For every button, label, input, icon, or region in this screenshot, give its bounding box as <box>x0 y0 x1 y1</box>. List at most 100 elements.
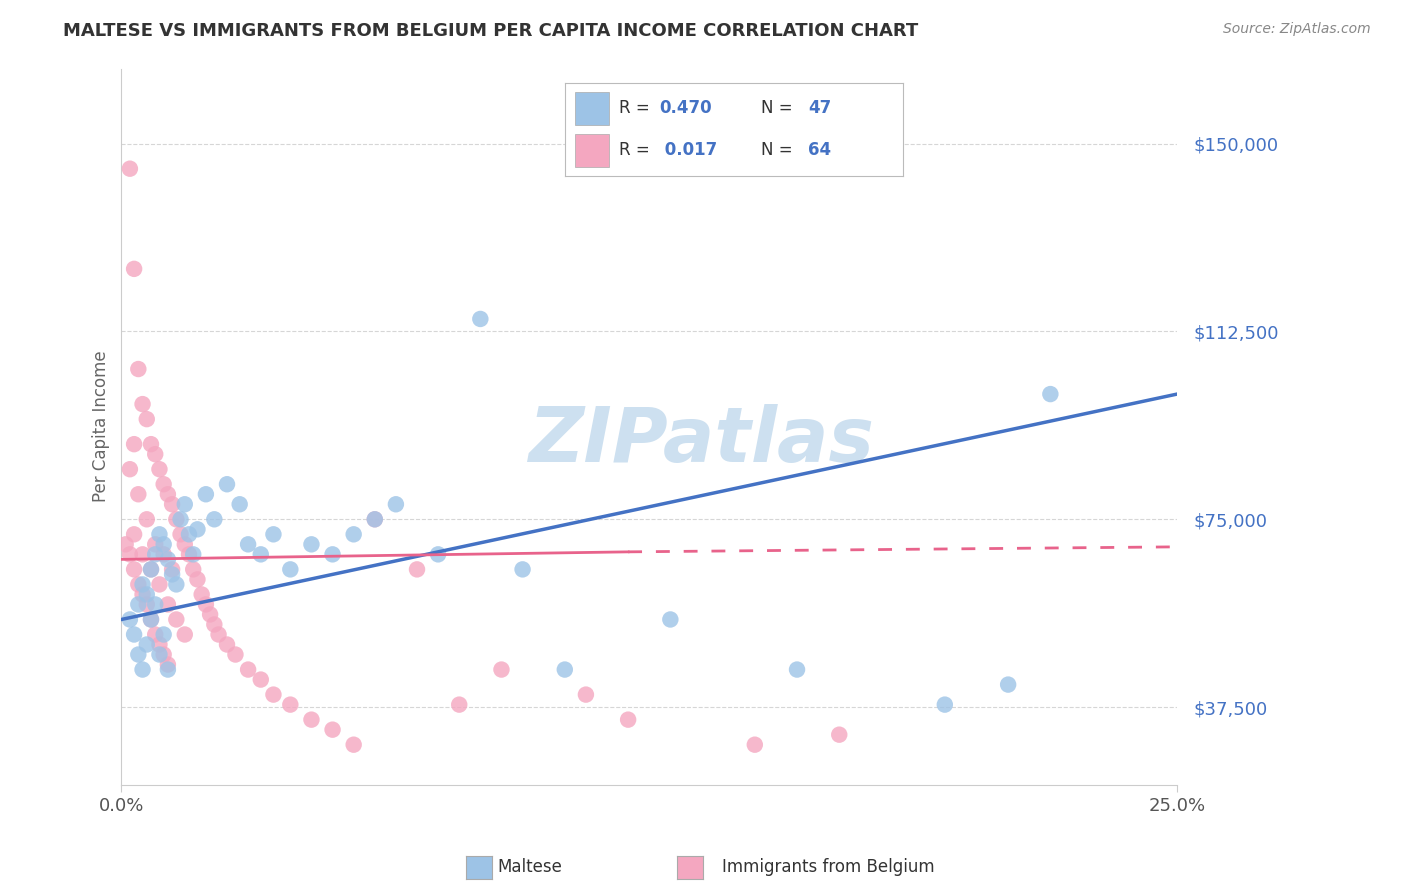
Point <box>139 562 162 576</box>
Point <box>173 627 195 641</box>
Point <box>207 627 229 641</box>
Point <box>148 462 170 476</box>
Point <box>224 648 246 662</box>
Point <box>152 477 174 491</box>
Point <box>131 547 153 561</box>
Point <box>617 713 640 727</box>
Point <box>122 562 145 576</box>
Point <box>127 577 149 591</box>
Y-axis label: Per Capita Income: Per Capita Income <box>93 351 110 502</box>
Point <box>131 397 153 411</box>
Point <box>156 487 179 501</box>
Point <box>143 627 166 641</box>
Point <box>122 527 145 541</box>
Point <box>143 547 166 561</box>
Point <box>997 677 1019 691</box>
Point <box>173 497 195 511</box>
Point <box>148 638 170 652</box>
Point <box>181 547 204 561</box>
Point <box>177 527 200 541</box>
Point <box>249 547 271 561</box>
Point <box>322 723 344 737</box>
Point <box>786 663 808 677</box>
Point <box>118 462 141 476</box>
Point <box>156 598 179 612</box>
Point <box>148 527 170 541</box>
Point <box>249 673 271 687</box>
Point <box>215 638 238 652</box>
Point <box>139 612 162 626</box>
Point <box>156 552 179 566</box>
Point <box>143 537 166 551</box>
Point <box>169 527 191 541</box>
Point <box>343 738 366 752</box>
Point <box>135 587 157 601</box>
Point <box>278 562 301 576</box>
Point <box>152 537 174 551</box>
Point <box>177 547 200 561</box>
Point <box>385 497 408 511</box>
Point <box>152 547 174 561</box>
Point <box>122 437 145 451</box>
Point <box>160 567 183 582</box>
Point <box>181 562 204 576</box>
Point <box>364 512 387 526</box>
Point <box>118 161 141 176</box>
Point <box>828 728 851 742</box>
Point <box>215 477 238 491</box>
Point <box>127 487 149 501</box>
Point <box>127 598 149 612</box>
Point <box>262 688 284 702</box>
Point <box>114 537 136 551</box>
Point <box>135 512 157 526</box>
Point <box>301 713 323 727</box>
Point <box>194 598 217 612</box>
Point <box>160 497 183 511</box>
Text: MALTESE VS IMMIGRANTS FROM BELGIUM PER CAPITA INCOME CORRELATION CHART: MALTESE VS IMMIGRANTS FROM BELGIUM PER C… <box>63 22 918 40</box>
Point <box>202 512 225 526</box>
Point <box>165 612 187 626</box>
Point <box>118 612 141 626</box>
Point <box>343 527 366 541</box>
Point <box>139 562 162 576</box>
Point <box>934 698 956 712</box>
Point <box>127 648 149 662</box>
Point <box>152 627 174 641</box>
Point <box>554 663 576 677</box>
Point <box>135 412 157 426</box>
Point <box>135 638 157 652</box>
Point <box>143 447 166 461</box>
Point <box>156 663 179 677</box>
Text: Immigrants from Belgium: Immigrants from Belgium <box>723 858 935 876</box>
Point <box>491 663 513 677</box>
Point <box>575 688 598 702</box>
Point <box>194 487 217 501</box>
Point <box>1039 387 1062 401</box>
Point <box>118 547 141 561</box>
Point <box>173 537 195 551</box>
Point <box>301 537 323 551</box>
Point <box>122 627 145 641</box>
Point <box>406 562 429 576</box>
Point <box>470 312 492 326</box>
Point <box>262 527 284 541</box>
Point <box>122 261 145 276</box>
Point <box>139 437 162 451</box>
Point <box>131 577 153 591</box>
Point <box>236 537 259 551</box>
Point <box>190 587 212 601</box>
Point <box>135 598 157 612</box>
Point <box>228 497 250 511</box>
Point <box>322 547 344 561</box>
Point <box>131 587 153 601</box>
Point <box>156 657 179 672</box>
Text: ZIPatlas: ZIPatlas <box>529 404 875 478</box>
Point <box>236 663 259 677</box>
Point <box>278 698 301 712</box>
Point <box>659 612 682 626</box>
Point <box>744 738 766 752</box>
Text: Source: ZipAtlas.com: Source: ZipAtlas.com <box>1223 22 1371 37</box>
Point <box>427 547 450 561</box>
Point <box>165 512 187 526</box>
Point <box>512 562 534 576</box>
